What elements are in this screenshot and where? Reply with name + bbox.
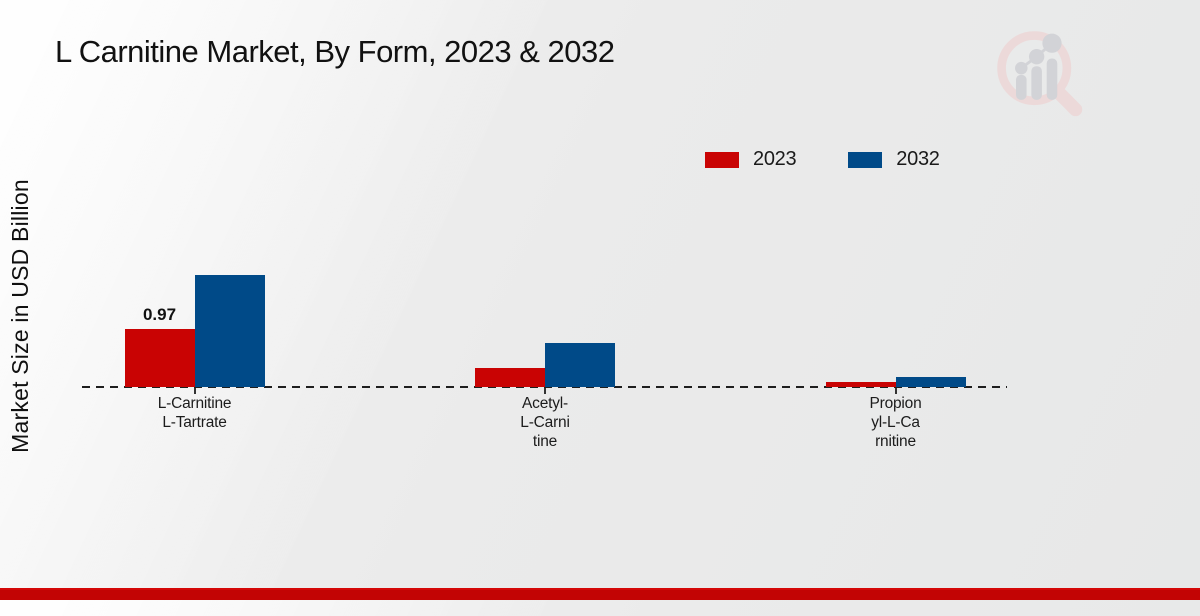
bar-value-label: 0.97	[142, 304, 177, 324]
legend-swatch-2032	[848, 151, 883, 168]
bar-2032-group-3	[895, 377, 966, 387]
axis-tick	[193, 388, 196, 394]
chart-title: L Carnitine Market, By Form, 2023 & 2032	[55, 34, 615, 69]
legend-item-2032: 2032	[848, 148, 940, 171]
x-axis-baseline	[82, 386, 1007, 388]
bar-2023-group-2	[475, 368, 545, 387]
category-label: Acetyl- L-Carni tine	[520, 395, 570, 450]
magnifier-bar-chart-logo	[997, 31, 1083, 117]
y-axis-label: Market Size in USD Billion	[7, 179, 33, 453]
bar-2023-group-3	[825, 382, 896, 387]
legend-label: 2032	[896, 148, 940, 170]
category-label: L-Carnitine L-Tartrate	[157, 395, 232, 431]
axis-tick	[544, 388, 546, 394]
axis-tick	[894, 388, 897, 394]
legend: 2023 2032	[705, 148, 940, 171]
bar-2032-group-1	[194, 275, 265, 387]
category-label: Propion yl-L-Ca rnitine	[869, 395, 922, 450]
bottom-accent-stripe	[0, 588, 1200, 600]
legend-label: 2023	[753, 148, 797, 170]
legend-item-2023: 2023	[705, 148, 797, 171]
bar-2023-group-1	[124, 329, 195, 387]
legend-swatch-2023	[705, 151, 739, 168]
chart-canvas: L Carnitine Market, By Form, 2023 & 2032…	[0, 31, 1200, 600]
bar-2032-group-2	[545, 343, 615, 387]
